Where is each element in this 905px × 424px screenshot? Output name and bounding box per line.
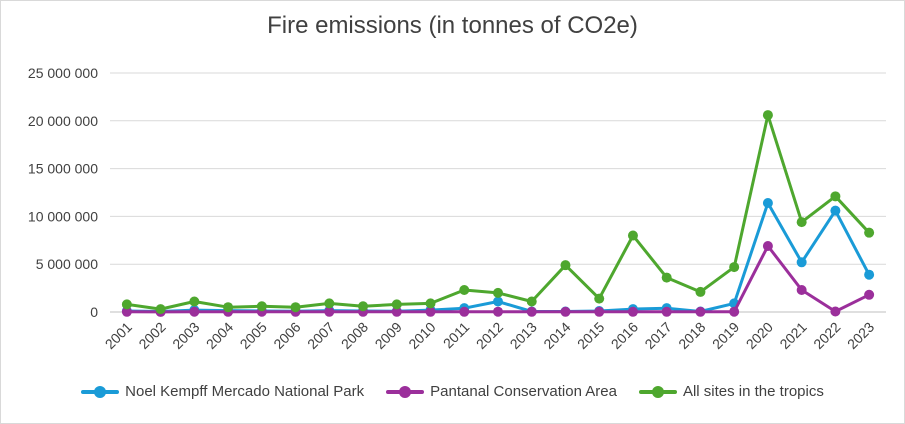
data-point [762, 241, 773, 252]
data-point [425, 298, 436, 309]
legend-item-noel-kempff: Noel Kempff Mercado National Park [81, 383, 364, 400]
data-point [729, 262, 740, 273]
data-point [695, 306, 706, 317]
data-point [290, 302, 301, 313]
data-point [830, 191, 841, 202]
data-point [391, 299, 402, 310]
x-tick-label: 2014 [540, 319, 573, 352]
data-point [391, 306, 402, 317]
x-tick-label: 2012 [473, 319, 506, 352]
y-tick-label: 20 000 000 [28, 113, 98, 129]
data-point [560, 260, 571, 271]
data-point [493, 287, 503, 298]
x-tick-label: 2022 [810, 319, 843, 352]
data-point [324, 306, 335, 317]
x-tick-label: 2009 [372, 319, 405, 352]
x-tick-label: 2016 [608, 319, 641, 352]
x-tick-label: 2020 [743, 319, 776, 352]
data-point [256, 301, 267, 312]
legend-swatch-pantanal [386, 385, 425, 398]
x-tick-label: 2018 [675, 319, 708, 352]
data-point [425, 306, 436, 317]
x-tick-label: 2005 [237, 319, 270, 352]
data-point [762, 198, 773, 209]
y-tick-label: 10 000 000 [28, 208, 98, 224]
data-point [729, 306, 740, 317]
x-tick-label: 2006 [270, 319, 303, 352]
x-tick-label: 2023 [844, 319, 877, 352]
x-tick-label: 2011 [440, 319, 473, 352]
x-tick-label: 2008 [338, 319, 371, 352]
legend-label-all-tropics: All sites in the tropics [682, 383, 824, 400]
data-point [695, 286, 706, 297]
data-point [223, 302, 234, 313]
data-point [864, 289, 875, 300]
x-tick-label: 2021 [776, 319, 809, 352]
y-tick-label: 25 000 000 [28, 65, 98, 81]
chart-legend: Noel Kempff Mercado National Park Pantan… [0, 383, 905, 400]
data-point [864, 269, 875, 280]
chart-title: Fire emissions (in tonnes of CO2e) [267, 12, 638, 39]
legend-swatch-all-tropics [638, 385, 677, 398]
data-point [189, 306, 200, 317]
x-tick-label: 2003 [169, 319, 202, 352]
y-tick-label: 0 [90, 304, 98, 320]
series-line-2 [125, 113, 871, 311]
data-point [526, 296, 537, 307]
data-point [762, 110, 773, 121]
y-tick-label: 5 000 000 [36, 256, 98, 272]
data-point [560, 306, 571, 317]
data-point [493, 296, 503, 307]
legend-label-noel-kempff: Noel Kempff Mercado National Park [125, 383, 365, 400]
legend-item-pantanal: Pantanal Conservation Area [386, 383, 617, 400]
x-tick-label: 2007 [304, 319, 337, 352]
data-point [526, 306, 537, 317]
x-tick-label: 2001 [102, 319, 135, 352]
data-point [830, 205, 841, 216]
data-point [358, 301, 369, 312]
legend-item-all-tropics: All sites in the tropics [638, 383, 824, 400]
data-point [121, 306, 132, 317]
data-point [796, 217, 807, 228]
x-tick-label: 2013 [507, 319, 540, 352]
data-point [796, 285, 807, 296]
data-point [594, 306, 605, 317]
data-point [661, 306, 672, 317]
data-point [627, 230, 638, 241]
legend-swatch-noel-kempff [81, 385, 120, 398]
legend-label-pantanal: Pantanal Conservation Area [430, 383, 617, 400]
data-point [627, 306, 638, 317]
x-tick-label: 2010 [405, 319, 438, 352]
data-point [155, 304, 166, 315]
x-tick-label: 2017 [641, 319, 674, 352]
data-point [493, 306, 503, 317]
y-tick-label: 15 000 000 [28, 161, 98, 177]
x-tick-label: 2004 [203, 319, 236, 352]
x-tick-label: 2019 [709, 319, 742, 352]
data-point [594, 293, 605, 304]
data-point [324, 298, 335, 309]
data-point [459, 285, 470, 296]
data-point [121, 299, 132, 310]
x-tick-label: 2002 [135, 319, 168, 352]
data-point [661, 272, 672, 283]
data-point [189, 296, 200, 307]
data-point [864, 227, 875, 238]
data-point [459, 306, 470, 317]
x-tick-label: 2015 [574, 319, 607, 352]
data-point [830, 306, 841, 317]
data-point [796, 257, 807, 268]
